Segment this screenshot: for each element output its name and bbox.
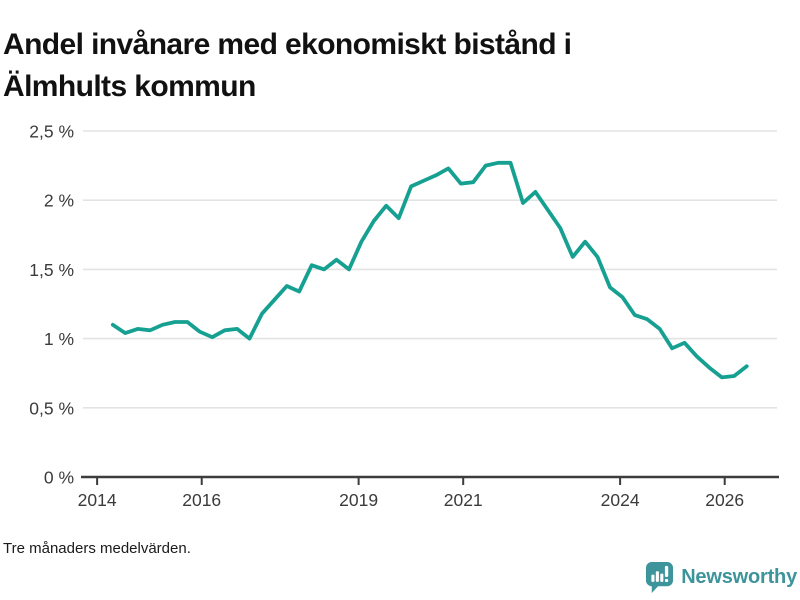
x-axis-tick-label: 2014 [78, 490, 117, 510]
y-axis-tick-label: 2,5 % [29, 122, 74, 142]
y-axis-tick-label: 1 % [44, 329, 74, 349]
newsworthy-logo[interactable]: Newsworthy [645, 561, 797, 594]
y-axis-tick-label: 2 % [44, 191, 74, 211]
logo-bar-icon [651, 574, 655, 582]
data-line [110, 160, 749, 380]
logo-bar-icon [660, 573, 664, 582]
logo-exclamation-icon [665, 565, 669, 578]
y-axis-tick-label: 0,5 % [29, 398, 74, 418]
logo-bar-icon [656, 571, 660, 582]
x-axis-tick-label: 2026 [705, 490, 744, 510]
logo-exclamation-dot [665, 578, 669, 583]
page-title: Andel invånare med ekonomiskt bistånd i … [3, 28, 572, 104]
y-axis-tick-label: 1,5 % [29, 260, 74, 280]
y-axis-tick-label: 0 % [44, 468, 74, 488]
x-axis-tick-label: 2024 [601, 490, 640, 510]
x-axis-tick-label: 2021 [444, 490, 483, 510]
newsworthy-bubble-icon [646, 562, 674, 593]
chart-footnote: Tre månaders medelvärden. [3, 540, 191, 557]
x-axis-tick-label: 2016 [182, 490, 221, 510]
x-axis-tick-label: 2019 [339, 490, 378, 510]
logo-bubble-shape [646, 562, 674, 593]
brand-wordmark: Newsworthy [681, 566, 797, 588]
line-chart: 0 % 0,5 % 1 % 1,5 % 2 % 2,5 % 2014 2016 2019 2021… [29, 122, 779, 510]
